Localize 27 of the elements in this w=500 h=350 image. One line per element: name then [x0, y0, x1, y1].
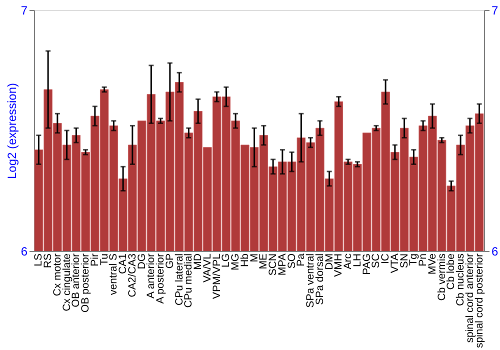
x-tick-label: SC — [370, 253, 382, 268]
x-tick-label: LS — [32, 254, 45, 266]
x-tick-label: LG — [220, 254, 232, 268]
x-tick-label: OB anterior — [70, 253, 82, 308]
x-tick-label: Hb — [238, 253, 251, 267]
x-tick-label: Cb lobe — [445, 253, 458, 290]
x-tick-label: SN — [398, 254, 410, 268]
y-axis-title: Log2 (expression) — [4, 82, 19, 180]
x-tick-label: Pa — [295, 253, 308, 266]
x-tick-label: PAG — [360, 254, 373, 275]
x-tick-label: VPM/VPL — [210, 253, 223, 300]
x-tick-label: DM — [323, 254, 336, 270]
x-tick-label: A anterior — [145, 253, 158, 298]
x-tick-label: SO — [286, 254, 298, 269]
x-tick-label: ventral S — [108, 254, 120, 295]
x-tick-label: DG — [136, 254, 148, 270]
x-tick-label: Cx cingulate — [60, 253, 73, 312]
x-tick-label: SPa dorsal — [314, 254, 326, 305]
x-tick-label: Tg — [408, 253, 420, 266]
x-tick-label: spinal cord posterior — [473, 252, 486, 348]
y2-tick-label: 6 — [492, 244, 498, 258]
x-tick-label: Tu — [98, 253, 110, 266]
x-tick-label: CPu medial — [182, 254, 195, 308]
x-tick-label: VMH — [332, 254, 345, 277]
x-tick-label: ME — [258, 254, 270, 270]
x-tick-label: M — [248, 254, 260, 262]
y2-tick-label: 7 — [492, 4, 498, 18]
